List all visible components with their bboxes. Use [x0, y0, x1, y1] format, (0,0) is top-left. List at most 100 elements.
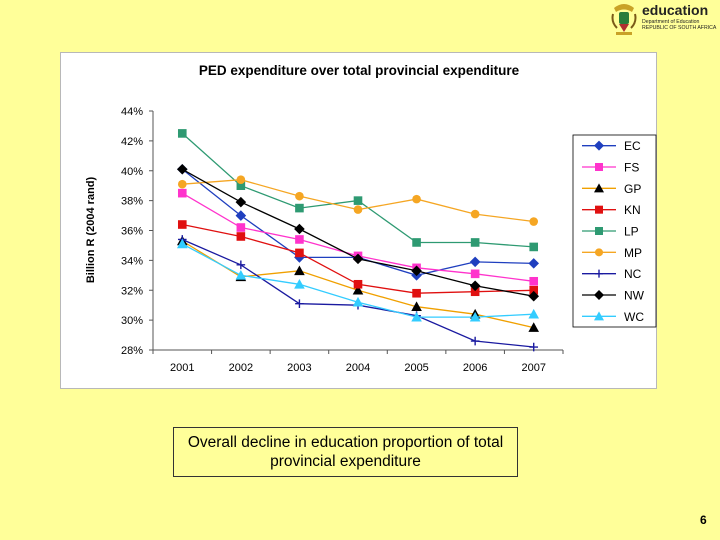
coat-of-arms-icon	[611, 4, 637, 35]
data-point-ec	[528, 258, 540, 269]
data-point-mp	[412, 194, 421, 204]
x-tick-label: 2006	[463, 362, 487, 374]
x-tick-label: 2004	[346, 362, 370, 374]
data-point-lp	[529, 242, 539, 252]
legend-label-nc: NC	[624, 267, 642, 281]
data-point-lp	[412, 238, 421, 247]
data-point-nw	[235, 196, 247, 208]
x-tick-label: 2002	[229, 362, 253, 374]
series-line-lp	[181, 132, 534, 248]
data-point-lp	[295, 203, 304, 213]
y-tick-label: 36%	[121, 226, 143, 238]
data-point-nw	[469, 280, 481, 292]
data-point-fs	[236, 223, 246, 232]
caption-text: Overall decline in education proportion …	[187, 434, 504, 470]
data-point-nc	[470, 336, 480, 346]
brand-name: education	[642, 2, 709, 18]
data-point-mp	[236, 175, 246, 185]
data-point-nw	[294, 223, 305, 235]
chart-title: PED expenditure over total provincial ex…	[199, 63, 520, 78]
legend-label-nw: NW	[624, 289, 645, 303]
data-point-lp	[470, 238, 480, 247]
legend-label-gp: GP	[624, 182, 641, 196]
data-point-lp	[177, 129, 187, 138]
legend-marker-nw	[594, 290, 604, 300]
line-chart: PED expenditure over total provincial ex…	[85, 63, 657, 374]
legend-label-kn: KN	[624, 203, 641, 217]
data-point-nw	[352, 253, 364, 265]
legend-marker-nc	[595, 269, 603, 278]
data-point-wc	[294, 278, 305, 289]
y-tick-label: 28%	[121, 345, 143, 357]
legend-marker-gp	[594, 183, 604, 193]
data-point-ec	[235, 210, 247, 221]
data-point-fs	[529, 276, 539, 286]
data-point-nw	[411, 265, 422, 277]
legend-marker-kn	[595, 205, 603, 214]
data-point-kn	[529, 285, 539, 295]
education-logo: education Department of Education REPUBL…	[608, 2, 720, 38]
data-point-kn	[412, 288, 421, 298]
y-tick-label: 38%	[121, 196, 143, 208]
legend-marker-ec	[594, 140, 604, 151]
data-point-wc	[528, 308, 540, 319]
data-point-kn	[236, 232, 246, 241]
data-point-gp	[528, 322, 540, 332]
caption-box: Overall decline in education proportion …	[173, 427, 518, 477]
legend-label-mp: MP	[624, 246, 642, 260]
data-point-mp	[295, 191, 304, 201]
data-point-mp	[353, 205, 363, 214]
data-point-wc	[235, 270, 247, 280]
data-point-mp	[470, 209, 480, 219]
data-point-ec	[469, 256, 481, 268]
data-point-mp	[529, 217, 539, 226]
x-tick-label: 2003	[287, 362, 311, 374]
data-point-lp	[236, 181, 246, 190]
data-point-fs	[177, 188, 187, 198]
data-point-kn	[470, 287, 480, 297]
legend-label-ec: EC	[624, 139, 641, 153]
data-point-nc	[295, 299, 304, 308]
data-point-ec	[294, 252, 305, 263]
data-point-fs	[470, 269, 480, 279]
data-point-nw	[528, 290, 540, 302]
legend-marker-fs	[595, 163, 603, 171]
department-line1: Department of Education	[642, 19, 700, 25]
x-tick-label: 2007	[521, 362, 545, 374]
data-point-kn	[295, 248, 304, 258]
y-tick-label: 42%	[121, 136, 143, 148]
data-point-lp	[353, 196, 363, 205]
series-line-nw	[181, 168, 534, 297]
data-point-wc	[352, 296, 364, 307]
legend-label-wc: WC	[624, 310, 644, 324]
legend-marker-mp	[595, 248, 603, 257]
y-tick-label: 34%	[121, 255, 143, 267]
data-point-gp	[411, 301, 422, 311]
x-tick-label: 2001	[170, 362, 194, 374]
y-tick-label: 44%	[121, 106, 143, 118]
data-point-kn	[353, 279, 363, 289]
legend-label-fs: FS	[624, 161, 639, 175]
data-point-wc	[411, 311, 422, 322]
x-tick-label: 2005	[404, 362, 428, 374]
y-tick-label: 40%	[121, 166, 143, 178]
data-point-nc	[529, 342, 539, 352]
legend-marker-wc	[594, 311, 604, 321]
data-point-fs	[295, 235, 304, 244]
data-point-gp	[294, 265, 305, 276]
data-point-wc	[176, 238, 188, 249]
page-number: 6	[700, 513, 707, 527]
data-point-kn	[177, 220, 187, 229]
data-point-gp	[352, 284, 364, 295]
data-point-wc	[469, 311, 481, 322]
data-point-mp	[177, 179, 187, 189]
y-axis-label: Billion R (2004 rand)	[85, 176, 97, 283]
department-line2: REPUBLIC OF SOUTH AFRICA	[642, 25, 717, 31]
legend-marker-lp	[595, 227, 603, 235]
data-point-nc	[236, 260, 246, 270]
department-text: Department of Education REPUBLIC OF SOUT…	[642, 19, 716, 31]
y-tick-label: 32%	[121, 285, 143, 297]
chart-frame: PED expenditure over total provincial ex…	[60, 52, 657, 389]
legend-label-lp: LP	[624, 225, 639, 239]
y-tick-label: 30%	[121, 315, 143, 327]
